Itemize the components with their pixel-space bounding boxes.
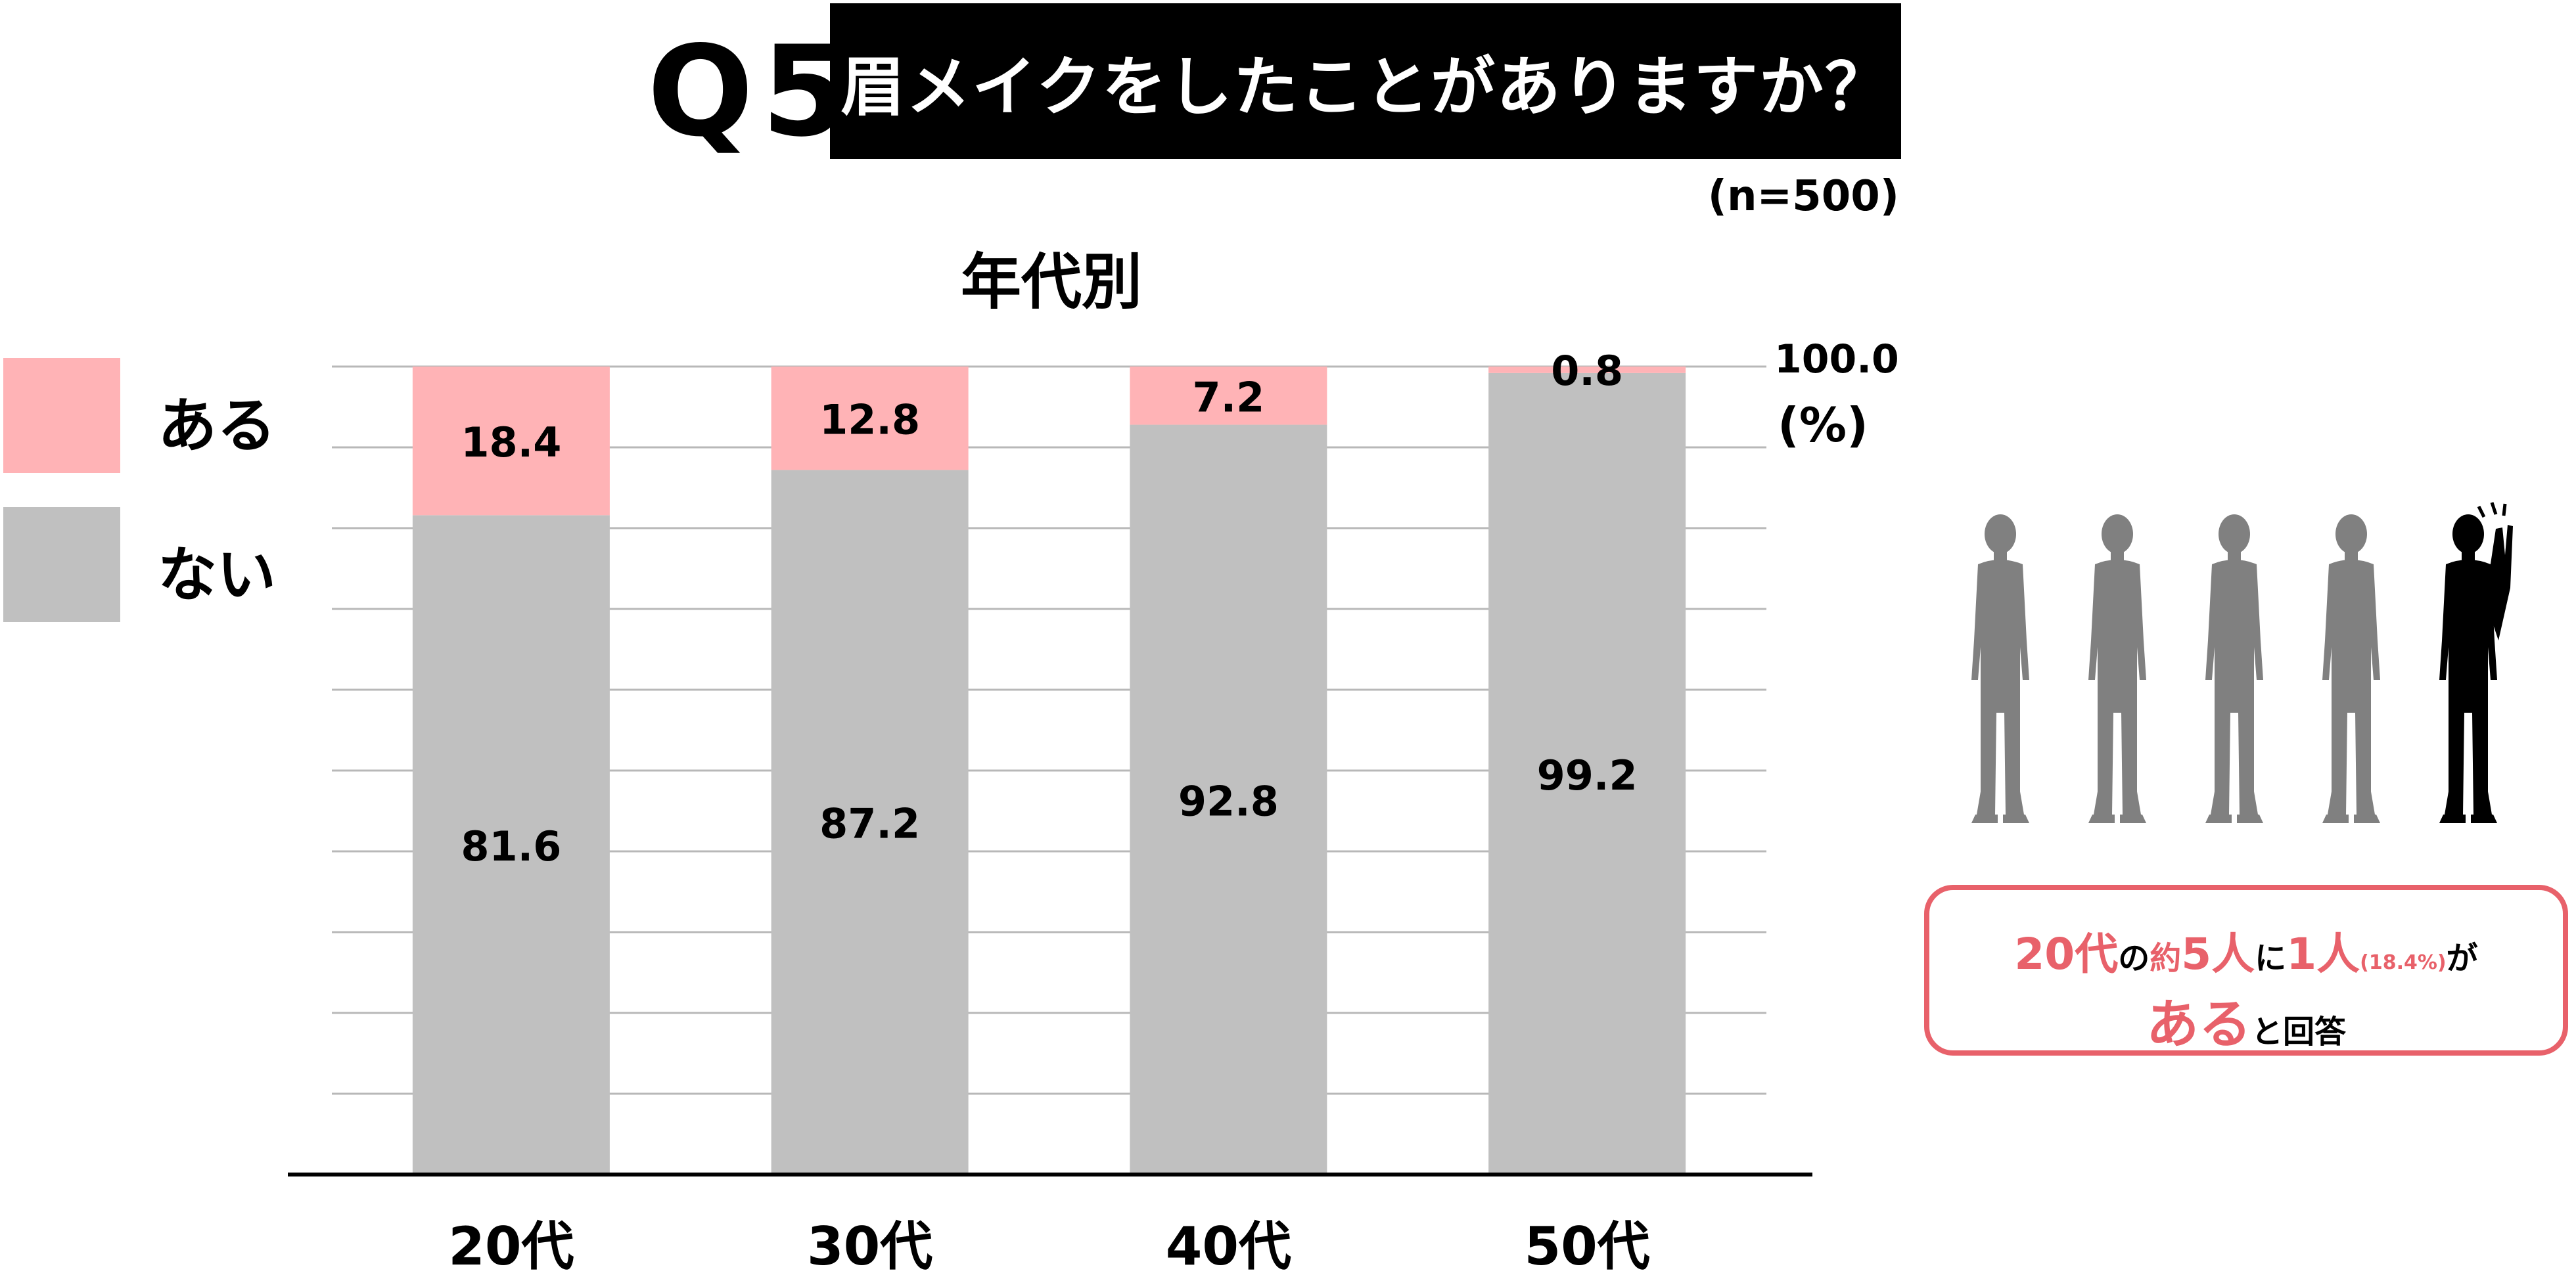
question-banner: 眉メイクをしたことがありますか？ xyxy=(830,3,1901,159)
bar-segment-nai xyxy=(412,515,610,1175)
legend-swatch-aru xyxy=(3,358,120,473)
bar-segment-nai xyxy=(771,470,969,1175)
data-label: 0.8 xyxy=(1551,347,1623,395)
people-illustration xyxy=(1971,502,2513,823)
bar-segment-aru xyxy=(1130,367,1327,425)
question-text: 眉メイクをしたことがありますか？ xyxy=(840,49,1891,125)
person-icon xyxy=(2205,514,2263,823)
callout-aru: ある xyxy=(2146,994,2251,1055)
highlight-callout: 20代の約5人に1人(18.4%)が あると回答 xyxy=(1924,885,2568,1056)
category-label: 50代 xyxy=(1524,1216,1649,1277)
person-icon xyxy=(2322,514,2380,823)
legend-label-aru: ある xyxy=(158,392,276,460)
category-label: 30代 xyxy=(807,1216,932,1277)
category-label: 20代 xyxy=(448,1216,574,1277)
bar-segment-aru xyxy=(412,367,610,516)
legend-label-nai: ない xyxy=(158,541,276,610)
sample-size: (n=500) xyxy=(1707,172,1899,221)
data-label: 99.2 xyxy=(1537,751,1638,799)
question-number: Q5 xyxy=(647,19,856,164)
bar-segment-aru xyxy=(1488,367,1686,373)
data-label: 18.4 xyxy=(461,418,561,466)
person-icon xyxy=(2088,514,2146,823)
person-raising-hand-icon xyxy=(2439,502,2513,823)
callout-percent: (18.4%) xyxy=(2360,951,2447,974)
bar-segment-nai xyxy=(1488,372,1686,1175)
bar-segment-aru xyxy=(771,367,969,470)
category-label: 40代 xyxy=(1166,1216,1291,1277)
axis-max-label: 100.0 xyxy=(1774,336,1899,382)
chart-subtitle: 年代別 xyxy=(960,247,1142,317)
data-label: 87.2 xyxy=(819,800,920,848)
bar-segment-nai xyxy=(1130,424,1327,1175)
data-label: 81.6 xyxy=(461,822,561,870)
data-label: 7.2 xyxy=(1192,373,1264,421)
data-label: 92.8 xyxy=(1178,777,1279,825)
callout-age: 20代 xyxy=(2014,929,2119,979)
legend-swatch-nai xyxy=(3,507,120,622)
data-label: 12.8 xyxy=(819,396,920,444)
person-icon xyxy=(1971,514,2029,823)
axis-unit-label: (%) xyxy=(1778,397,1868,453)
